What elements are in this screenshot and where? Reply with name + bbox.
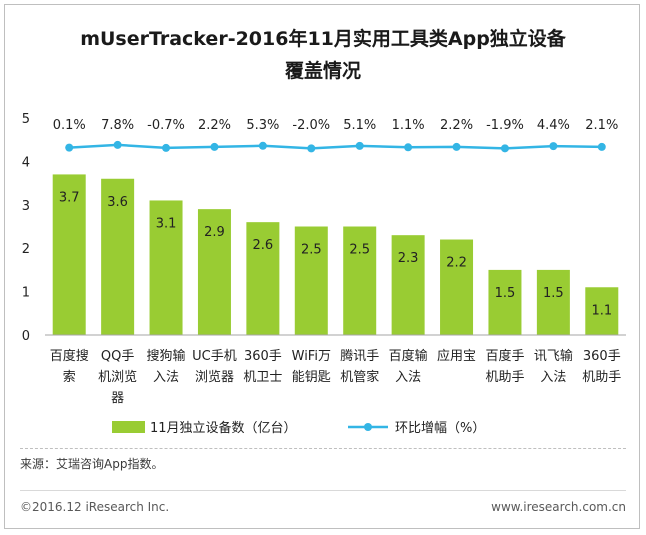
- x-tick-label: 机管家: [340, 369, 379, 385]
- legend-label-line: 环比增幅（%）: [395, 421, 485, 436]
- growth-label: 2.1%: [585, 118, 618, 133]
- x-tick-label: 百度手: [485, 348, 524, 364]
- growth-point: [113, 140, 122, 149]
- growth-line: [69, 143, 602, 150]
- bar: [536, 269, 570, 335]
- footer-divider: [20, 490, 626, 491]
- bar: [440, 239, 474, 335]
- bar: [197, 209, 231, 335]
- growth-label: -2.0%: [292, 118, 330, 133]
- bar: [294, 226, 328, 335]
- source-divider: [20, 448, 626, 449]
- growth-label: 2.2%: [440, 118, 473, 133]
- source-note: 来源：艾瑞咨询App指数。: [20, 457, 164, 471]
- y-tick-label: 2: [22, 242, 30, 257]
- chart-title: mUserTracker-2016年11月实用工具类App独立设备: [80, 28, 566, 50]
- bar-value-label: 2.5: [301, 243, 322, 258]
- bar-value-label: 2.2: [446, 256, 467, 271]
- growth-label: -1.9%: [486, 118, 524, 133]
- growth-point: [210, 142, 219, 151]
- y-tick-label: 1: [22, 286, 30, 301]
- bar: [343, 226, 377, 335]
- x-tick-label: 机浏览: [98, 369, 137, 385]
- copyright-text: ©2016.12 iResearch Inc.: [20, 500, 170, 514]
- bar-value-label: 2.9: [204, 225, 225, 240]
- x-tick-label: 入法: [395, 370, 421, 385]
- x-tick-label: 浏览器: [195, 369, 234, 385]
- bar-value-label: 2.3: [398, 251, 419, 266]
- legend-marker-line: [364, 423, 372, 431]
- x-tick-label: 360手: [244, 349, 282, 364]
- growth-point: [307, 144, 316, 153]
- x-tick-label: 器: [111, 391, 124, 406]
- growth-point: [549, 142, 558, 151]
- growth-point: [258, 141, 267, 150]
- x-tick-label: UC手机: [192, 349, 237, 364]
- bar-value-label: 3.6: [107, 195, 128, 210]
- bar: [246, 222, 280, 335]
- x-tick-label: 能钥匙: [292, 370, 331, 385]
- growth-point: [597, 142, 606, 151]
- growth-point: [452, 142, 461, 151]
- bar-value-label: 1.5: [543, 286, 564, 301]
- growth-label: 2.2%: [198, 118, 231, 133]
- bar: [488, 269, 522, 335]
- bar-value-label: 1.5: [495, 286, 516, 301]
- x-tick-label: QQ手: [101, 349, 134, 364]
- x-tick-label: 机助手: [485, 370, 524, 385]
- bar-value-label: 3.1: [156, 216, 177, 231]
- chart-subtitle: 覆盖情况: [284, 60, 361, 82]
- growth-point: [500, 144, 509, 153]
- y-tick-label: 0: [22, 329, 30, 344]
- x-tick-label: 应用宝: [437, 348, 476, 364]
- legend-label-bars: 11月独立设备数（亿台）: [150, 420, 297, 436]
- x-tick-label: 机助手: [582, 370, 621, 385]
- bar: [101, 178, 135, 335]
- x-tick-label: 入法: [540, 370, 566, 385]
- x-tick-label: 360手: [583, 349, 621, 364]
- x-tick-label: 机卫士: [243, 370, 282, 385]
- y-tick-label: 5: [22, 112, 30, 127]
- growth-point: [355, 141, 364, 150]
- growth-label: 4.4%: [537, 118, 570, 133]
- bar-value-label: 2.5: [349, 243, 370, 258]
- growth-point: [404, 143, 413, 152]
- x-tick-label: 搜狗输: [147, 348, 186, 364]
- growth-label: 0.1%: [53, 118, 86, 133]
- x-tick-label: 入法: [153, 370, 179, 385]
- y-tick-label: 4: [22, 155, 30, 170]
- legend-swatch-bars: [112, 421, 145, 433]
- x-tick-label: WiFi万: [292, 349, 331, 364]
- growth-label: 7.8%: [101, 118, 134, 133]
- growth-label: 1.1%: [392, 118, 425, 133]
- bar: [52, 174, 86, 335]
- bar: [391, 235, 425, 335]
- x-tick-label: 腾讯手: [340, 348, 379, 364]
- bar-value-label: 2.6: [253, 238, 274, 253]
- y-tick-label: 3: [22, 199, 30, 214]
- bar-value-label: 3.7: [59, 190, 80, 205]
- website-text: www.iresearch.com.cn: [491, 500, 626, 514]
- growth-point: [162, 143, 171, 152]
- x-tick-label: 索: [63, 370, 76, 385]
- x-tick-label: 百度搜: [50, 348, 89, 364]
- bar: [585, 287, 619, 335]
- bar-value-label: 1.1: [591, 303, 612, 318]
- growth-label: 5.1%: [343, 118, 376, 133]
- bar: [149, 200, 183, 335]
- growth-label: -0.7%: [147, 118, 185, 133]
- growth-label: 5.3%: [246, 118, 279, 133]
- x-tick-label: 讯飞输: [534, 348, 573, 364]
- x-tick-label: 百度输: [389, 348, 428, 364]
- growth-point: [65, 143, 74, 152]
